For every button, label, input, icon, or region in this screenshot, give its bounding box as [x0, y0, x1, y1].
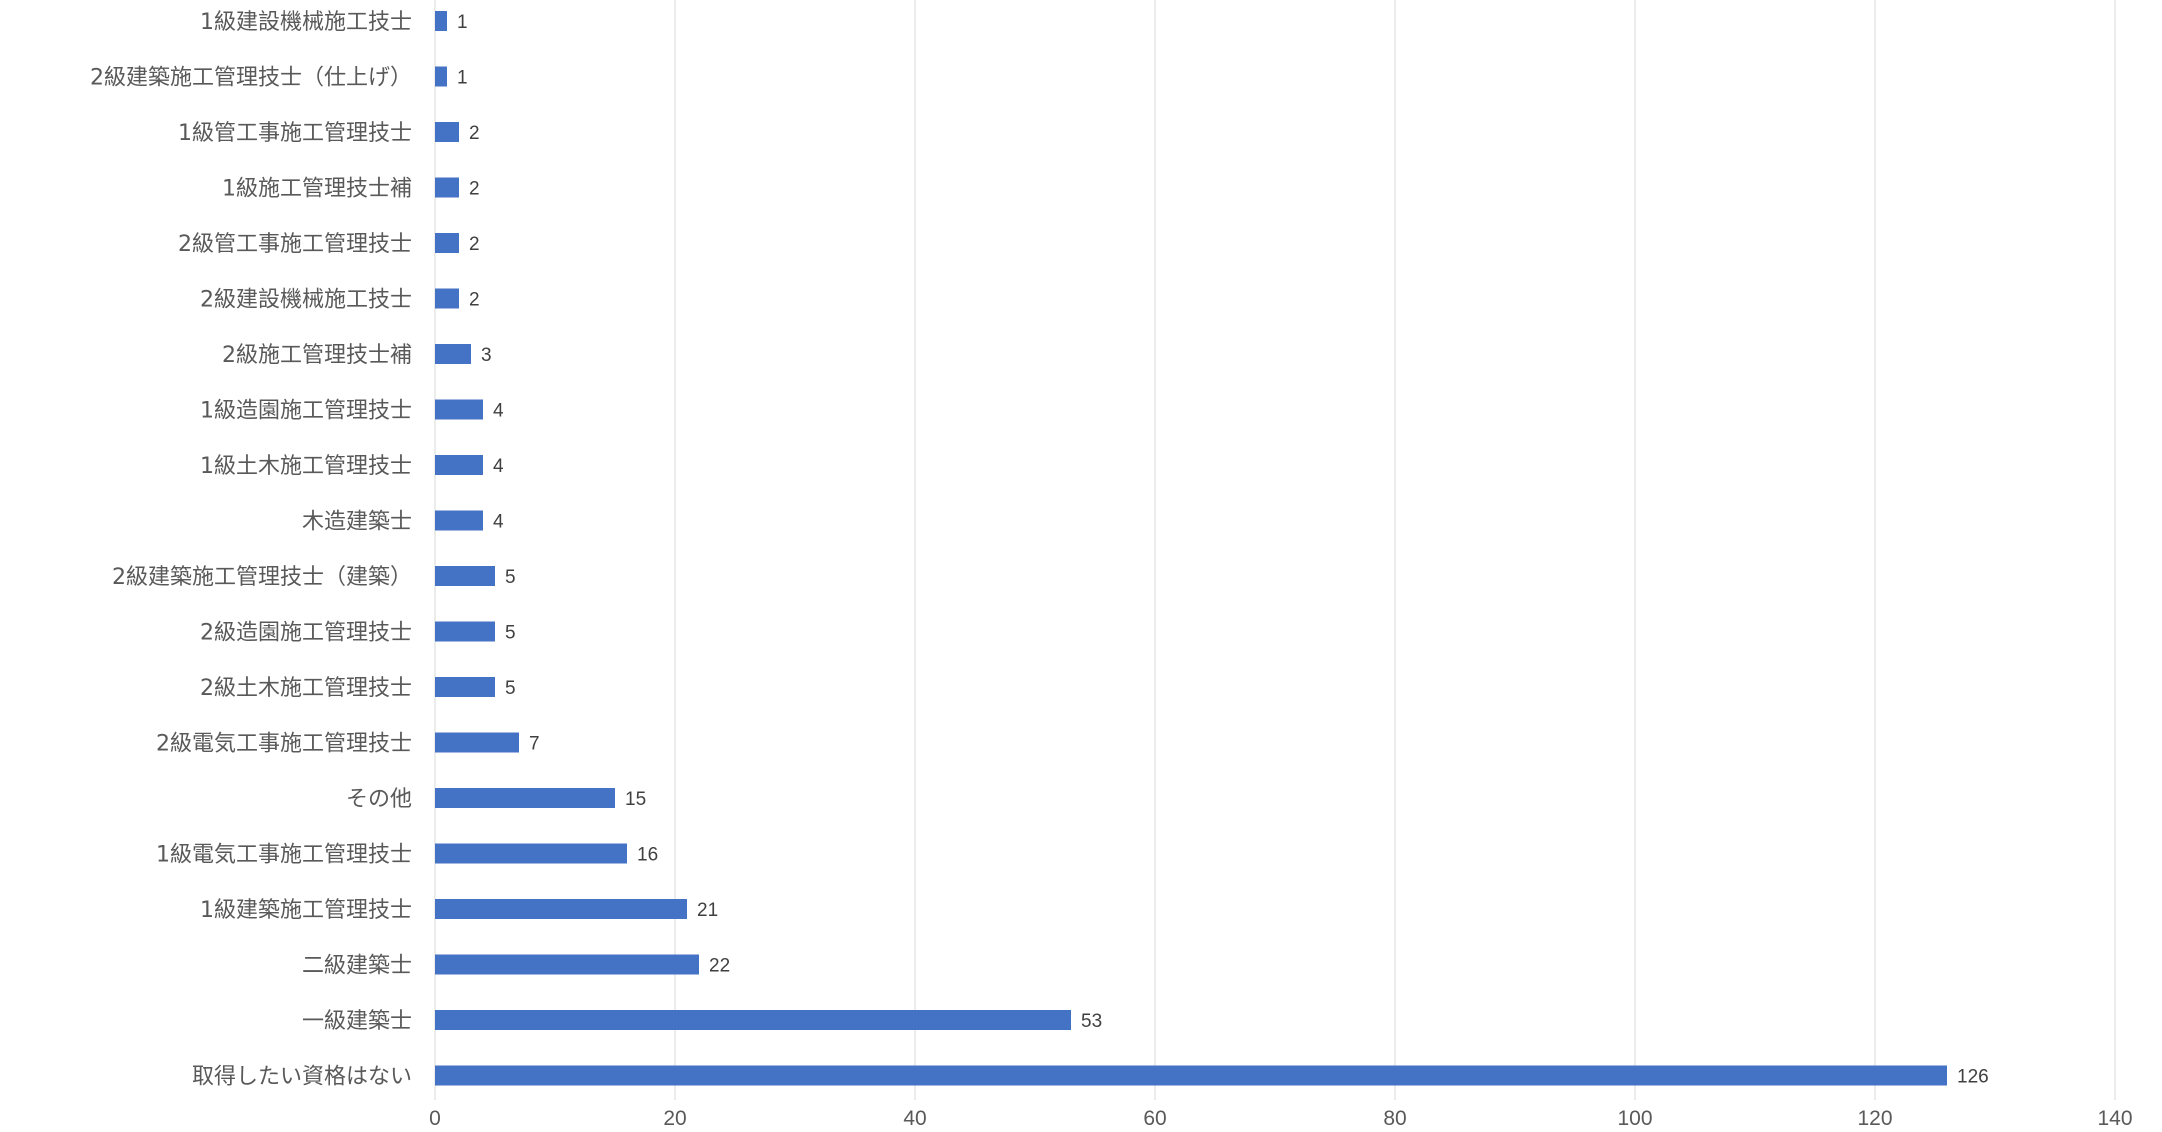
- category-label: 二級建築士: [302, 954, 412, 979]
- bars: [435, 11, 1947, 1086]
- bar: [435, 399, 483, 420]
- category-label: 一級建築士: [302, 1009, 412, 1034]
- category-label: 木造建築士: [302, 510, 412, 535]
- bar: [435, 510, 483, 531]
- category-label: 1級建設機械施工技士: [200, 10, 412, 35]
- bar: [435, 1065, 1947, 1086]
- category-label: 1級造園施工管理技士: [200, 399, 412, 424]
- category-label: 2級建築施工管理技士（仕上げ）: [90, 66, 412, 91]
- data-label: 22: [709, 956, 730, 977]
- x-tick-label: 40: [903, 1107, 926, 1130]
- category-label: 2級土木施工管理技士: [200, 676, 412, 701]
- category-label: 2級建築施工管理技士（建築）: [112, 565, 412, 590]
- bar: [435, 843, 627, 864]
- data-label: 2: [469, 123, 480, 144]
- gridlines: [434, 0, 2116, 1100]
- category-label: 2級施工管理技士補: [222, 343, 412, 368]
- category-label: 1級土木施工管理技士: [200, 454, 412, 479]
- bar: [435, 732, 519, 753]
- category-label: 2級造園施工管理技士: [200, 621, 412, 646]
- bar: [435, 899, 687, 919]
- bar: [435, 1010, 1071, 1030]
- bar: [435, 566, 495, 586]
- data-label: 3: [481, 345, 492, 366]
- x-tick-label: 0: [429, 1107, 441, 1130]
- category-label: 1級管工事施工管理技士: [178, 121, 412, 146]
- bar: [435, 455, 483, 475]
- category-label: その他: [346, 787, 412, 812]
- data-label: 4: [493, 401, 504, 422]
- data-label: 2: [469, 179, 480, 200]
- bar: [435, 288, 459, 309]
- bar: [435, 177, 459, 198]
- category-label: 1級施工管理技士補: [222, 177, 412, 202]
- x-tick-label: 100: [1617, 1107, 1652, 1130]
- bar: [435, 233, 459, 253]
- x-tick-label: 80: [1383, 1107, 1406, 1130]
- data-label: 2: [469, 290, 480, 311]
- x-tick-label: 60: [1143, 1107, 1166, 1130]
- x-tick-label: 20: [663, 1107, 686, 1130]
- category-label: 1級電気工事施工管理技士: [156, 843, 412, 868]
- bar: [435, 621, 495, 642]
- category-label: 2級管工事施工管理技士: [178, 232, 412, 257]
- bar: [435, 11, 447, 31]
- bar: [435, 344, 471, 364]
- bar: [435, 788, 615, 808]
- data-label: 126: [1957, 1067, 1989, 1088]
- data-label: 5: [505, 623, 516, 644]
- category-label: 1級建築施工管理技士: [200, 898, 412, 923]
- bar: [435, 66, 447, 87]
- data-label: 15: [625, 789, 646, 810]
- data-label: 21: [697, 900, 718, 921]
- category-label: 2級電気工事施工管理技士: [156, 732, 412, 757]
- data-label: 7: [529, 734, 540, 755]
- data-label: 2: [469, 234, 480, 255]
- data-label: 53: [1081, 1011, 1102, 1032]
- x-tick-label: 140: [2097, 1107, 2132, 1130]
- data-label: 4: [493, 456, 504, 477]
- data-label: 5: [505, 567, 516, 588]
- bar: [435, 122, 459, 142]
- data-label: 1: [457, 12, 468, 33]
- data-label: 4: [493, 512, 504, 533]
- category-label: 取得したい資格はない: [192, 1065, 412, 1090]
- bar: [435, 954, 699, 975]
- x-tick-label: 120: [1857, 1107, 1892, 1130]
- bar: [435, 677, 495, 697]
- category-label: 2級建設機械施工技士: [200, 288, 412, 313]
- labels: 0 20 40 60 80 100 120 140 1級建設機械施工技士 1 2級建築施工管理技士（…: [90, 10, 2133, 1130]
- data-label: 5: [505, 678, 516, 699]
- data-label: 16: [637, 845, 658, 866]
- data-label: 1: [457, 68, 468, 89]
